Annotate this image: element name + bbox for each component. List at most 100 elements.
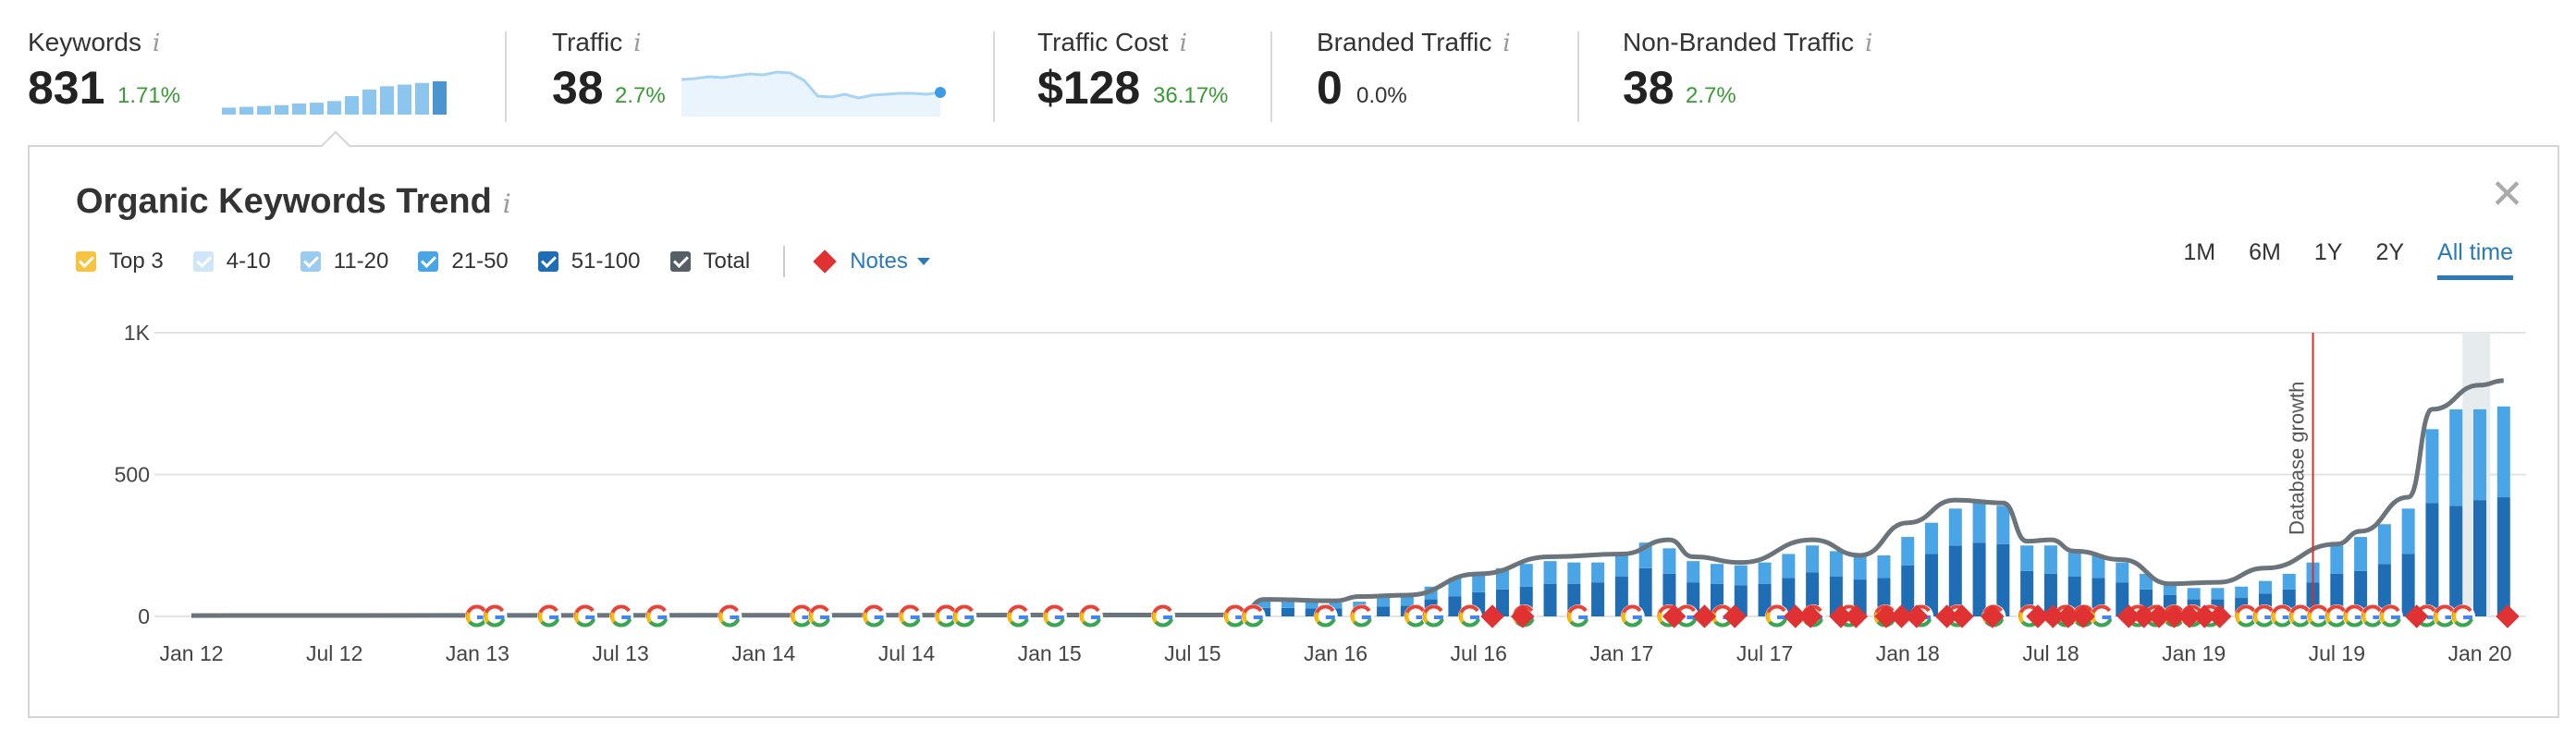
metric-non-branded-traffic[interactable]: Non-Branded Traffic i 38 2.7% <box>1623 0 1919 129</box>
bar-segment-21-50 <box>1877 554 1891 579</box>
legend-item-11-20[interactable]: 11-20 <box>300 249 389 274</box>
legend-label: 51-100 <box>570 249 641 274</box>
legend-item-total[interactable]: Total <box>669 249 751 274</box>
sparkline-bar <box>398 84 411 115</box>
range-all-time[interactable]: All time <box>2437 239 2513 280</box>
bar-segment-51-100 <box>1925 554 1939 616</box>
info-icon[interactable]: i <box>633 30 642 57</box>
sparkline-bar <box>433 81 447 115</box>
range-1m[interactable]: 1M <box>2183 239 2216 265</box>
bar-segment-51-100 <box>1591 582 1605 616</box>
bar-segment-51-100 <box>2425 503 2439 616</box>
google-icon-arc-green <box>576 618 596 627</box>
metric-branded-traffic[interactable]: Branded Traffic i 0 0.0% <box>1317 0 1557 129</box>
bar-segment-21-50 <box>2401 508 2415 554</box>
metric-traffic-cost[interactable]: Traffic Cost i $128 36.17% <box>1037 0 1259 129</box>
legend-item-top-3[interactable]: Top 3 <box>76 249 164 274</box>
info-icon[interactable]: i <box>1179 30 1187 57</box>
range-1y[interactable]: 1Y <box>2313 239 2343 265</box>
google-icon-arc-yellow <box>1044 612 1049 624</box>
google-icon-arc-yellow <box>2289 612 2296 624</box>
metric-branded-traffic-label: Branded Traffic <box>1317 28 1492 56</box>
bar-segment-21-50 <box>2330 542 2344 574</box>
sparkline-area <box>681 72 940 116</box>
google-icon-arc-yellow <box>1350 612 1356 624</box>
legend-label: 11-20 <box>333 249 389 274</box>
divider <box>1577 31 1579 122</box>
bar-segment-21-50 <box>1662 548 1676 574</box>
checkbox-icon[interactable] <box>669 251 691 272</box>
bar-segment-21-50 <box>1281 601 1294 608</box>
google-icon-arc-yellow <box>2325 612 2332 624</box>
bar-segment-51-100 <box>2377 564 2391 616</box>
sparkline-bar <box>345 96 359 115</box>
google-icon-arc-yellow <box>809 612 815 624</box>
bar-segment-51-100 <box>1495 589 1509 616</box>
google-icon-arc-green <box>2092 618 2113 627</box>
google-update-icon <box>790 604 815 628</box>
sparkline-bar <box>362 89 376 115</box>
checkbox-icon[interactable] <box>418 251 439 272</box>
info-icon[interactable]: i <box>502 189 511 219</box>
organic-keywords-trend-panel: Organic Keywords Trend i ✕ Top 3 4-10 11-… <box>28 145 2559 718</box>
google-update-icon <box>2378 604 2403 628</box>
checkbox-icon[interactable] <box>192 251 214 272</box>
bar-segment-21-50 <box>1591 562 1605 583</box>
google-update-icon <box>1764 604 1789 628</box>
sparkline-bar <box>257 105 271 115</box>
bar-segment-21-50 <box>1948 508 1962 546</box>
range-2y[interactable]: 2Y <box>2375 239 2405 265</box>
metric-traffic-cost-value: $128 <box>1037 62 1141 114</box>
google-icon-arc-yellow <box>1314 612 1320 624</box>
legend-label: Total <box>703 249 751 274</box>
info-icon[interactable]: i <box>1503 30 1511 57</box>
info-icon[interactable]: i <box>1865 30 1873 57</box>
legend-label: 21-50 <box>451 249 509 274</box>
organic-keywords-chart[interactable]: 0 500 1K Jan 12 Jul 12 Jan 13 Jul 13 Jan 14 Jul … <box>30 147 2558 716</box>
google-icon-arc-green <box>1624 618 1643 627</box>
x-tick-label: Jul 16 <box>1451 641 1507 665</box>
legend-item-51-100[interactable]: 51-100 <box>537 249 641 274</box>
legend-item-21-50[interactable]: 21-50 <box>418 249 509 274</box>
metric-keywords-change: 1.71% <box>117 83 181 108</box>
bar-segment-21-50 <box>1829 551 1843 578</box>
checkbox-icon[interactable] <box>76 251 96 272</box>
google-icon-arc-green <box>811 618 830 627</box>
bar-segment-21-50 <box>2282 573 2296 590</box>
metric-keywords[interactable]: Keywords i 831 1.71% <box>28 0 462 129</box>
x-tick-label: Jul 13 <box>592 641 648 665</box>
google-update-icon <box>1223 604 1248 628</box>
bar-segment-21-50 <box>1377 598 1391 607</box>
keywords-sparkline <box>222 81 447 115</box>
google-icon-arc-yellow <box>1621 612 1627 624</box>
bar-segment-21-50 <box>1257 601 1271 608</box>
sparkline-line <box>681 70 941 100</box>
legend-item-4-10[interactable]: 4-10 <box>192 249 271 274</box>
bar-segment-21-50 <box>1614 554 1628 578</box>
google-icon-arc-yellow <box>2361 612 2368 624</box>
bar-segment-51-100 <box>2496 497 2510 616</box>
metric-traffic-change: 2.7% <box>615 83 666 108</box>
google-icon-arc-yellow <box>2380 612 2386 624</box>
metric-keywords-label: Keywords <box>28 28 141 56</box>
bar-segment-21-50 <box>2211 588 2225 600</box>
google-icon-arc-yellow <box>610 612 616 624</box>
notes-dropdown[interactable]: Notes <box>813 249 930 274</box>
annotation-label: Database growth <box>2286 382 2309 535</box>
bar-segment-51-100 <box>1948 545 1962 616</box>
close-icon[interactable]: ✕ <box>2490 172 2524 217</box>
info-icon[interactable]: i <box>152 30 161 57</box>
checkbox-icon[interactable] <box>300 251 321 272</box>
google-icon-arc-yellow <box>1423 612 1429 624</box>
checkbox-icon[interactable] <box>537 251 558 272</box>
metric-traffic[interactable]: Traffic i 38 2.7% <box>552 0 977 129</box>
google-icon-arc-green <box>1046 618 1065 627</box>
google-icon-arc-green <box>1317 618 1336 627</box>
metric-keywords-value: 831 <box>28 62 105 114</box>
google-icon-arc-green <box>1768 618 1787 627</box>
google-icon-arc-yellow <box>1007 612 1013 624</box>
google-icon-arc-yellow <box>718 612 725 624</box>
range-6m[interactable]: 6M <box>2249 239 2281 265</box>
sparkline-end-dot <box>935 87 946 98</box>
google-icon-arc-green <box>1425 618 1444 627</box>
